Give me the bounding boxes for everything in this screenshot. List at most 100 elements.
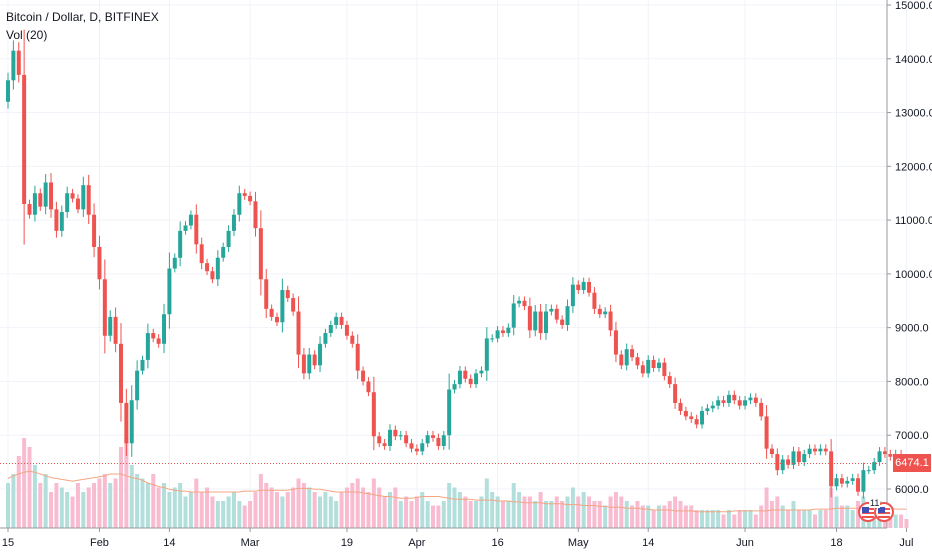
candle-body	[27, 203, 32, 215]
volume-ma-line	[7, 470, 907, 513]
candle-body	[129, 400, 134, 444]
candle-body	[484, 338, 489, 371]
volume-bar	[484, 478, 489, 528]
volume-bar	[888, 514, 893, 528]
time-tick-label: 18	[830, 537, 842, 549]
volume-bar	[70, 496, 75, 528]
volume-bar	[576, 496, 581, 528]
candle-body	[802, 454, 807, 463]
price-axis[interactable]: 6000.0 7000.0 8000.0 9000.0 10000.0 11000.0 12…	[886, 0, 932, 528]
volume-bar	[845, 505, 850, 528]
volume-bar	[215, 501, 220, 528]
volume-bar	[807, 510, 812, 528]
volume-bar	[43, 474, 48, 528]
volume-indicator-label[interactable]: Vol (20)	[6, 28, 48, 42]
volume-bar	[786, 510, 791, 528]
volume-bar	[108, 483, 113, 528]
volume-bar	[194, 478, 199, 528]
candle-body	[318, 343, 323, 366]
volume-bar	[527, 496, 532, 528]
price-tick-label: 14000.0	[895, 54, 932, 66]
candle-body	[495, 330, 500, 339]
volume-bar	[619, 496, 624, 528]
time-axis[interactable]: 15 Feb 14 Mar 19 Apr 16 May 14 Jun 18 Jul	[0, 527, 913, 549]
candle-body	[850, 478, 855, 481]
candle-body	[237, 193, 242, 215]
price-tick-label: 15000.0	[895, 0, 932, 12]
candle-body	[226, 230, 231, 247]
candle-body	[651, 359, 656, 368]
volume-bar	[570, 487, 575, 528]
volume-bar	[560, 501, 565, 528]
volume-bar	[366, 492, 371, 528]
volume-bar	[248, 501, 253, 528]
candle-body	[178, 230, 183, 258]
candle-body	[425, 435, 430, 444]
volume-bar	[27, 447, 32, 528]
volume-bar	[221, 501, 226, 528]
candle-body	[188, 214, 193, 226]
candle-body	[667, 376, 672, 385]
economic-events[interactable]: 11	[856, 498, 896, 526]
candle-body	[409, 443, 414, 449]
candle-body	[775, 454, 780, 471]
candle-body	[162, 314, 167, 344]
volume-bar	[651, 510, 656, 528]
volume-bar	[65, 492, 70, 528]
volume-bar	[226, 496, 231, 528]
candle-body	[597, 308, 602, 315]
candle-body	[732, 394, 737, 401]
volume-bar	[32, 465, 37, 528]
volume-bar	[893, 514, 898, 528]
volume-bar	[592, 501, 597, 528]
candle-body	[726, 394, 731, 403]
volume-bar	[500, 501, 505, 528]
candle-body	[474, 373, 479, 385]
volume-bar	[140, 478, 145, 528]
volume-bar	[301, 483, 306, 528]
candle-body	[269, 308, 274, 317]
volume-bar	[425, 501, 430, 528]
volume-bar	[398, 501, 403, 528]
volume-bar	[414, 496, 419, 528]
candle-body	[796, 451, 801, 463]
volume-bar	[791, 501, 796, 528]
candle-body	[716, 400, 721, 406]
candle-body	[258, 228, 263, 280]
volume-bar	[16, 456, 21, 528]
candle-body	[490, 338, 495, 340]
candle-body	[280, 290, 285, 323]
candle-body	[522, 300, 527, 307]
candle-body	[124, 402, 129, 444]
candle-body	[656, 362, 661, 368]
volume-bar	[549, 501, 554, 528]
candle-body	[673, 384, 678, 403]
time-tick-label: 19	[341, 537, 353, 549]
candle-body	[678, 402, 683, 412]
volume-bar	[737, 510, 742, 528]
volume-bar	[54, 483, 59, 528]
volume-bar	[603, 505, 608, 528]
time-tick-label: May	[568, 537, 589, 549]
volume-bar	[97, 478, 102, 528]
candle-body	[538, 311, 543, 334]
volume-bar	[780, 505, 785, 528]
candle-body	[59, 212, 64, 231]
symbol-title[interactable]: Bitcoin / Dollar, D, BITFINEX	[6, 10, 159, 24]
volume-bar	[624, 501, 629, 528]
candle-body	[307, 354, 312, 374]
candle-body	[839, 478, 844, 484]
candle-body	[603, 311, 608, 315]
volume-bar	[118, 447, 123, 528]
time-tick-label: Jul	[899, 537, 913, 549]
time-tick-label: 16	[491, 537, 503, 549]
candle-body	[748, 397, 753, 401]
volume-bar	[231, 492, 236, 528]
time-tick-label: Jun	[736, 537, 754, 549]
price-tick-label: 13000.0	[895, 108, 932, 120]
volume-bar	[296, 478, 301, 528]
volume-bar	[441, 501, 446, 528]
volume-bar	[452, 487, 457, 528]
